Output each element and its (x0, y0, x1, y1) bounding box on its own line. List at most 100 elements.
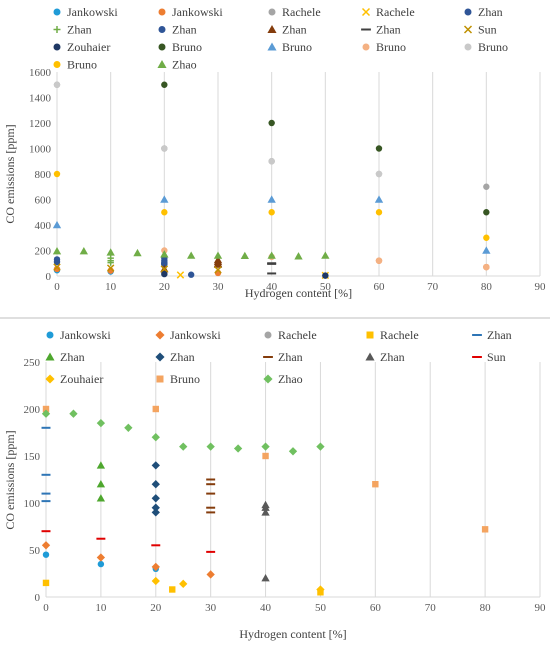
y-tick-label: 150 (24, 451, 41, 463)
data-point (53, 263, 61, 271)
data-point (52, 220, 62, 229)
data-point (69, 409, 78, 418)
legend-item: Bruno (362, 40, 406, 54)
series-13 (41, 409, 325, 456)
x-tick-label: 50 (320, 281, 332, 293)
data-point (206, 570, 215, 579)
legend-item: Zhao (263, 372, 303, 386)
legend-item: Zhan (53, 23, 92, 37)
x-tick-label: 10 (105, 281, 117, 293)
data-point (187, 271, 195, 278)
legend-label: Bruno (478, 40, 508, 54)
data-point (375, 145, 383, 152)
y-tick-label: 200 (35, 246, 52, 258)
series-2 (41, 541, 215, 579)
series-17 (52, 246, 330, 260)
data-point (151, 461, 160, 470)
data-point (372, 481, 379, 488)
legend-marker (365, 352, 375, 361)
legend-item: Zhan (158, 23, 197, 37)
legend-label: Zhan (478, 5, 503, 19)
x-tick-label: 40 (266, 281, 278, 293)
series-13 (52, 195, 491, 254)
legend-label: Zhan (376, 23, 401, 37)
legend-item: Bruno (156, 372, 200, 386)
legend-item: Zhan (464, 5, 503, 19)
data-point (169, 586, 176, 593)
series-11 (151, 576, 325, 594)
legend-item: Zhao (157, 58, 197, 72)
data-point (261, 508, 270, 516)
series-12 (161, 81, 490, 216)
legend-label: Jankowski (172, 5, 223, 19)
legend-marker (267, 24, 277, 33)
x-tick-label: 60 (374, 281, 386, 293)
data-point (213, 251, 223, 259)
data-point (161, 81, 168, 88)
data-point (214, 266, 222, 274)
legend-item: Rachele (268, 5, 321, 19)
data-point (261, 574, 270, 582)
data-point (482, 246, 491, 254)
y-tick-label: 1200 (29, 118, 52, 130)
legend-marker (45, 352, 55, 361)
y-tick-label: 250 (24, 357, 41, 369)
data-point (161, 260, 168, 268)
data-point (240, 251, 249, 260)
x-b (361, 7, 371, 17)
data-point (294, 252, 303, 260)
series-6 (107, 254, 114, 266)
legend-item: Rachele (264, 328, 317, 342)
legend-marker (464, 43, 472, 51)
legend-item: Bruno (158, 40, 202, 54)
x-tick-label: 0 (43, 602, 49, 614)
data-point (375, 257, 383, 264)
y-tick-label: 100 (24, 498, 41, 510)
legend-item: Zhan (263, 350, 303, 364)
legend: Jankowski Jankowski Rachele Rachele Zhan Zhan… (45, 328, 512, 386)
series-9 (267, 262, 277, 275)
data-point (160, 250, 169, 258)
legend-label: Zhao (172, 58, 197, 72)
y-tick-label: 0 (35, 592, 41, 604)
legend-item: Zhan (361, 23, 401, 37)
data-point (79, 246, 88, 255)
legend-label: Bruno (67, 58, 97, 72)
legend-label: Sun (478, 23, 497, 37)
legend-marker (155, 330, 165, 340)
legend-item: Jankowski (46, 328, 111, 342)
x-tick-label: 80 (481, 281, 493, 293)
legend-label: Zhan (60, 350, 85, 364)
legend-marker (45, 374, 55, 384)
legend-marker (264, 331, 272, 339)
x-tick-label: 90 (535, 281, 547, 293)
data-point (53, 258, 61, 266)
data-point (262, 452, 269, 460)
series-15 (53, 81, 383, 178)
data-point (96, 494, 106, 502)
legend-marker (361, 7, 371, 17)
y-axis-title: CO emissions [ppm] (3, 430, 17, 529)
data-point (96, 553, 106, 562)
legend-label: Jankowski (60, 328, 111, 342)
series-9 (261, 500, 270, 582)
legend-label: Sun (487, 350, 506, 364)
legend-item: Jankowski (53, 5, 118, 19)
legend-label: Jankowski (67, 5, 118, 19)
data-point (96, 461, 106, 469)
data-point (151, 494, 160, 503)
y-tick-label: 50 (29, 545, 41, 557)
x-tick-label: 60 (370, 602, 382, 614)
data-point (316, 442, 325, 451)
y-tick-label: 200 (24, 404, 41, 416)
series-16 (53, 170, 490, 241)
legend-marker (267, 42, 277, 51)
legend-marker (158, 8, 166, 16)
legend-marker (463, 25, 473, 34)
x-b (106, 264, 115, 272)
legend-marker (268, 8, 276, 16)
data-point (179, 442, 188, 451)
x-tick-label: 70 (427, 281, 439, 293)
data-point (106, 264, 115, 272)
